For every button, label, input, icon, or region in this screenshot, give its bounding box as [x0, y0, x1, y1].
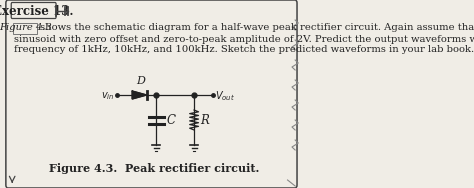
Text: R: R — [201, 114, 209, 127]
Text: sinusoid with zero offset and zero-to-peak amplitude of 2V. Predict the output w: sinusoid with zero offset and zero-to-pe… — [14, 35, 474, 43]
Text: frequency of 1kHz, 10kHz, and 100kHz. Sketch the predicted waveforms in your lab: frequency of 1kHz, 10kHz, and 100kHz. Sk… — [14, 45, 474, 54]
Text: D: D — [136, 76, 145, 86]
Text: $V_{out}$: $V_{out}$ — [215, 89, 235, 103]
Text: Figure 4.3: Figure 4.3 — [0, 24, 52, 33]
FancyBboxPatch shape — [11, 2, 56, 18]
Text: Exercise 13.: Exercise 13. — [0, 5, 74, 18]
FancyBboxPatch shape — [13, 23, 37, 33]
FancyBboxPatch shape — [6, 0, 297, 188]
Text: shows the schematic diagram for a half-wave peak rectifier circuit. Again assume: shows the schematic diagram for a half-w… — [37, 24, 474, 33]
Text: C: C — [166, 114, 175, 127]
Polygon shape — [132, 91, 147, 99]
Text: Figure 4.3.  Peak rectifier circuit.: Figure 4.3. Peak rectifier circuit. — [49, 162, 259, 174]
Text: $v_{in}$: $v_{in}$ — [101, 90, 115, 102]
